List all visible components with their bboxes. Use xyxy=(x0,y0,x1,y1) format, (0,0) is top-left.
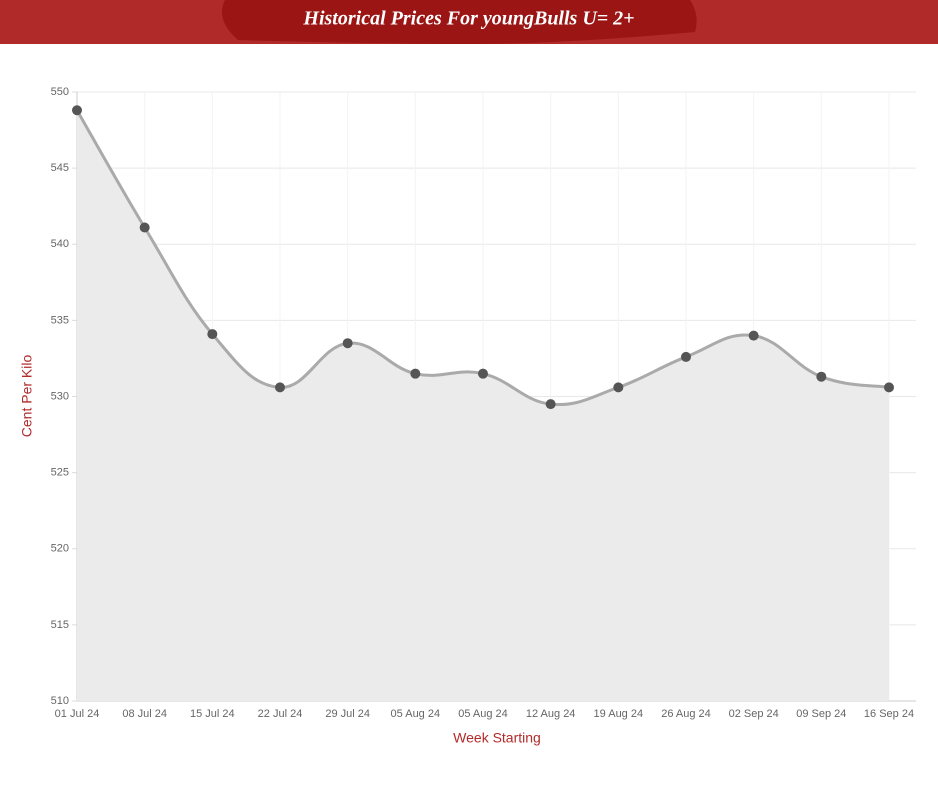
x-tick-label: 05 Aug 24 xyxy=(458,708,508,720)
point xyxy=(748,330,759,341)
y-tick-label: 535 xyxy=(51,314,69,326)
x-tick-label: 19 Aug 24 xyxy=(594,708,644,720)
x-axis-title: Week Starting xyxy=(453,730,541,746)
point xyxy=(410,368,421,379)
y-tick-label: 525 xyxy=(51,467,69,479)
y-tick-label: 515 xyxy=(51,619,69,631)
x-tick-label: 16 Sep 24 xyxy=(864,708,914,720)
point xyxy=(545,399,556,410)
point xyxy=(478,368,488,379)
header-banner xyxy=(221,0,697,44)
point xyxy=(275,382,285,393)
x-tick-label: 02 Sep 24 xyxy=(729,708,779,720)
x-tick-label: 26 Aug 24 xyxy=(661,708,711,720)
point xyxy=(139,222,150,233)
x-tick-label: 12 Aug 24 xyxy=(526,708,576,720)
y-axis-title: Cent Per Kilo xyxy=(19,355,35,438)
x-tick-label: 05 Aug 24 xyxy=(391,708,441,720)
x-tick-label: 15 Jul 24 xyxy=(190,708,235,720)
point xyxy=(681,351,691,362)
point xyxy=(72,105,82,116)
x-tick-label: 29 Jul 24 xyxy=(325,708,370,720)
y-tick-label: 520 xyxy=(51,543,69,555)
x-tick-label: 09 Sep 24 xyxy=(796,708,846,720)
point xyxy=(816,371,827,382)
x-tick-label: 08 Jul 24 xyxy=(122,708,167,720)
y-tick-label: 550 xyxy=(51,86,69,98)
point xyxy=(342,338,353,349)
x-tick-label: 01 Jul 24 xyxy=(55,708,100,720)
y-tick-label: 510 xyxy=(51,695,69,707)
y-tick-label: 540 xyxy=(51,238,69,250)
point xyxy=(207,329,218,340)
y-tick-label: 530 xyxy=(51,390,69,402)
area xyxy=(77,110,889,701)
chart-title: Historical Prices For youngBulls U= 2+ xyxy=(302,8,634,30)
x-tick-label: 22 Jul 24 xyxy=(258,708,303,720)
y-tick-label: 545 xyxy=(51,162,69,174)
point xyxy=(613,382,624,393)
point xyxy=(884,382,894,393)
